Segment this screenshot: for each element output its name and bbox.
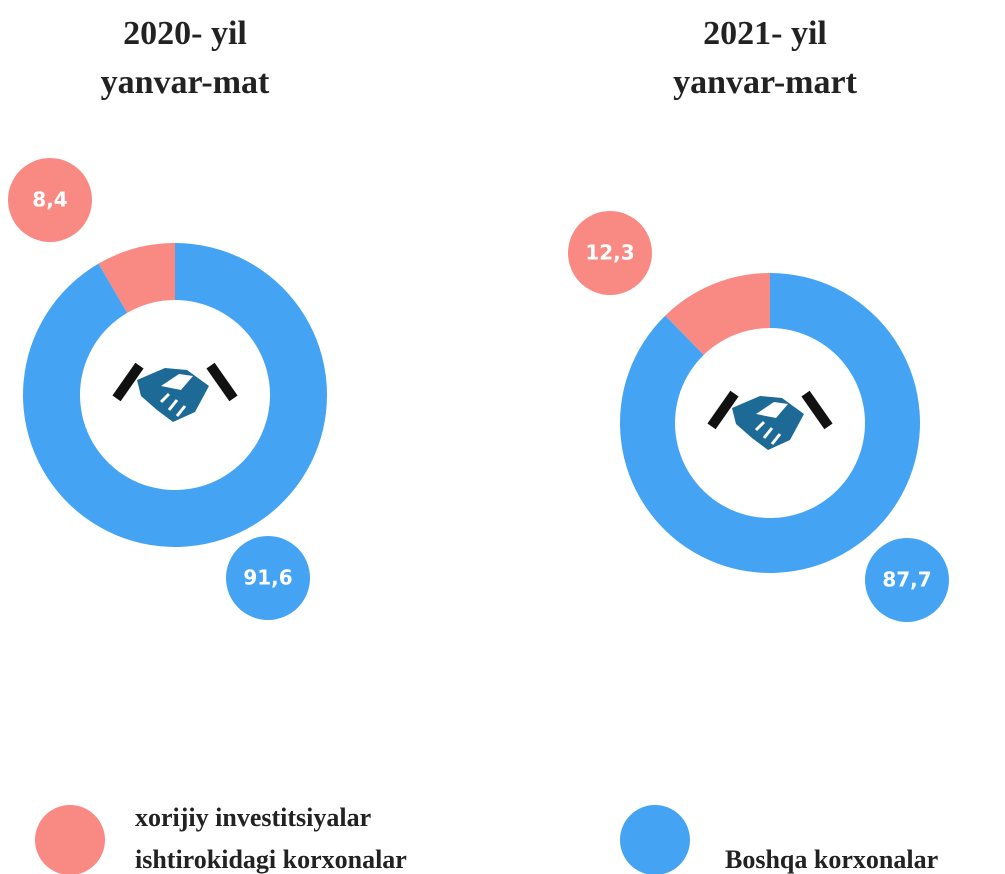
icon-finger: [161, 374, 193, 390]
legend-label: xorijiy investitsiyalar: [135, 803, 371, 832]
handshake-icon: [707, 390, 833, 450]
handshake-icon: [112, 362, 238, 422]
value-label: 91,6: [243, 566, 292, 590]
donut-slice: [665, 273, 770, 355]
value-bubble: [865, 538, 949, 622]
legend-swatch: [620, 805, 690, 874]
chart-subtitle: yanvar-mat: [101, 64, 270, 101]
value-bubble: [568, 211, 652, 295]
icon-lines: [159, 392, 187, 417]
icon-lines: [754, 420, 782, 445]
icon-cuff: [801, 390, 833, 430]
legend-swatch: [35, 805, 105, 874]
value-bubble: [8, 158, 92, 242]
value-bubble: [226, 536, 310, 620]
icon-cuff: [206, 362, 238, 402]
icon-cuff: [112, 362, 144, 402]
chart-title: 2020- yil: [123, 15, 247, 52]
value-label: 12,3: [585, 241, 634, 265]
icon-finger: [756, 402, 788, 418]
icon-hand: [137, 368, 209, 422]
value-label: 8,4: [32, 188, 67, 212]
legend-label: ishtirokidagi korxonalar: [135, 845, 407, 874]
value-label: 87,7: [882, 568, 931, 592]
chart-subtitle: yanvar-mart: [673, 64, 857, 101]
donut-slice: [23, 243, 328, 547]
chart-title: 2021- yil: [703, 15, 827, 52]
icon-cuff: [707, 390, 739, 430]
icon-hand: [732, 396, 804, 450]
legend-label: Boshqa korxonalar: [725, 845, 938, 874]
donut-slice: [98, 243, 175, 313]
donut-slice: [620, 273, 920, 573]
